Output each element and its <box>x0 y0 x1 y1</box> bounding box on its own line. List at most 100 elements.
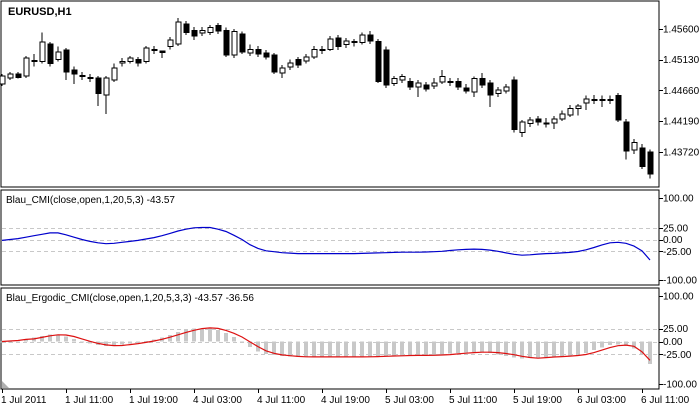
ergodic-histogram-bar <box>304 341 308 357</box>
ergodic-histogram-bar <box>328 341 332 357</box>
candle-body <box>527 119 534 125</box>
ergodic-histogram-bar <box>128 341 132 344</box>
ergodic-histogram-bar <box>136 341 140 343</box>
candle-body <box>503 86 510 92</box>
ergodic-histogram-bar <box>192 328 196 342</box>
ergodic-histogram-bar <box>632 341 636 349</box>
ergodic-histogram-bar <box>112 341 116 346</box>
candle-body <box>455 80 462 88</box>
price-axis-label: 1.44190 <box>663 117 700 128</box>
ergodic-histogram-bar <box>456 341 460 353</box>
time-axis-label: 6 Jul 11:00 <box>641 395 690 406</box>
time-axis-label: 5 Jul 11:00 <box>449 395 498 406</box>
ergodic-histogram-bar <box>504 341 508 357</box>
ergodic-histogram-bar <box>320 341 324 357</box>
ergodic-histogram-bar <box>168 334 172 342</box>
candle-body <box>279 67 286 74</box>
candle-body <box>15 73 22 78</box>
candle-body <box>295 59 302 66</box>
time-axis-group: 1 Jul 2011 1 Jul 11:00 1 Jul 19:00 4 Jul 03… <box>1 389 690 406</box>
ergodic-histogram-bar <box>496 341 500 355</box>
candle-body <box>375 40 382 82</box>
ergodic-histogram-bar <box>80 341 84 343</box>
ergodic-histogram-bar <box>208 328 212 342</box>
ergodic-histogram-bar <box>400 341 404 356</box>
candle-body <box>247 48 254 54</box>
ergodic-histogram-bar <box>88 341 92 344</box>
candle-body <box>615 95 622 121</box>
candle-body <box>311 48 318 58</box>
ergodic-histogram-bar <box>552 341 556 357</box>
candle-body <box>223 29 230 56</box>
candle-body <box>303 56 310 62</box>
ergodic-histogram-bar <box>352 341 356 357</box>
ergodic-histogram-bar <box>104 341 108 347</box>
candle-body <box>0 75 6 85</box>
ergodic-histogram-bar <box>616 341 620 345</box>
time-axis[interactable] <box>1 390 699 412</box>
price-axis-group: 1.45600 1.45130 1.44660 1.44190 1.43720 <box>659 25 700 158</box>
candle-body <box>543 122 550 125</box>
candle-body <box>31 59 38 62</box>
candle-body <box>175 21 182 45</box>
indicator-axis-label: -25.00 <box>663 350 692 361</box>
ergodic-indicator-panel[interactable] <box>0 287 660 390</box>
indicator-axis-label: 100.00 <box>663 292 694 303</box>
price-axis-label: 1.45600 <box>663 25 700 36</box>
candle-body <box>575 105 582 110</box>
candle-body <box>23 57 30 77</box>
candle-body <box>263 52 270 58</box>
candle-body <box>159 50 166 54</box>
ergodic-histogram-bar <box>520 341 524 359</box>
ergodic-histogram-bar <box>600 341 604 348</box>
candle-body <box>319 48 326 51</box>
candle-body <box>215 25 222 32</box>
ergodic-histogram-bar <box>432 341 436 355</box>
time-axis-label: 4 Jul 19:00 <box>321 395 370 406</box>
price-axis-label: 1.44660 <box>663 86 700 97</box>
time-axis-label: 1 Jul 19:00 <box>129 395 178 406</box>
indicator-axis-label: 25.00 <box>663 324 688 335</box>
ergodic-histogram-bar <box>280 341 284 356</box>
ergodic-histogram-bar <box>448 341 452 354</box>
symbol-period-title: EURUSD,H1 <box>8 6 72 18</box>
indicator-axis-label: 100.00 <box>663 194 694 205</box>
candle-body <box>79 74 86 77</box>
candle-body <box>255 48 262 55</box>
ergodic-signal-line <box>1 327 651 361</box>
ergodic-histogram-bar <box>376 341 380 357</box>
ergodic-histogram-bar <box>232 336 236 342</box>
ergodic-histogram-bar <box>512 341 516 358</box>
ergodic-histogram-bar <box>592 341 596 351</box>
candle-body <box>415 82 422 88</box>
main-chart-panel[interactable] <box>0 0 660 188</box>
ergodic-histogram-bar <box>544 341 548 357</box>
cmi-indicator-panel[interactable] <box>0 189 660 286</box>
ergodic-group <box>0 327 658 364</box>
ergodic-histogram-bar <box>488 341 492 354</box>
ergodic-histogram-bar <box>224 332 228 342</box>
candle-body <box>399 76 406 81</box>
ergodic-histogram-bar <box>40 335 44 342</box>
ergodic-histogram-bar <box>336 341 340 357</box>
candle-body <box>47 43 54 65</box>
ergodic-histogram-bar <box>560 341 564 357</box>
candle-body <box>87 76 94 79</box>
candle-body <box>71 69 78 75</box>
candle-body <box>471 78 478 93</box>
ergodic-histogram-bar <box>464 341 468 353</box>
candle-body <box>535 118 542 123</box>
candle-body <box>39 41 46 63</box>
candle-body <box>623 121 630 152</box>
candle-body <box>103 77 110 96</box>
cmi-line-group <box>1 226 658 261</box>
price-axis[interactable] <box>660 1 700 389</box>
ergodic-histogram-bar <box>624 341 628 346</box>
candle-body <box>55 51 62 61</box>
indicator-axis-label: 25.00 <box>663 223 688 234</box>
ergodic-histogram-bar <box>608 341 612 346</box>
ergodic-histogram-bar <box>48 334 52 342</box>
ergodic-histogram-bar <box>648 341 652 364</box>
ergodic-histogram-bar <box>8 341 12 343</box>
candle-body <box>143 47 150 63</box>
